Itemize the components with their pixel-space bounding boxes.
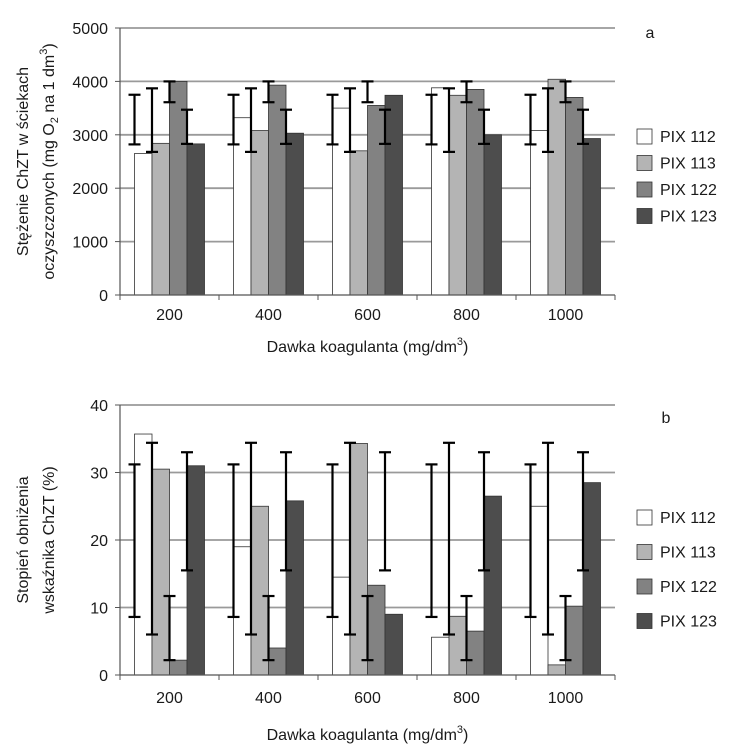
chart-panel-b: 0 10 20 30 40 200 400 600 800 1000 Dawka koagulant… bbox=[15, 398, 717, 744]
y-tick-label: 20 bbox=[90, 533, 108, 550]
legend-swatch bbox=[636, 578, 653, 595]
x-tick-label: 1000 bbox=[548, 307, 584, 324]
bar bbox=[233, 546, 252, 676]
x-tick-label: 200 bbox=[156, 690, 183, 707]
y-tick-label: 10 bbox=[90, 601, 108, 618]
y-tick-label: 1000 bbox=[72, 235, 108, 252]
legend-swatch bbox=[636, 613, 653, 629]
legend-label: PIX 112 bbox=[660, 129, 716, 146]
y-tick-label: 3000 bbox=[72, 128, 108, 145]
legend-swatch bbox=[636, 509, 653, 526]
x-tick-label: 200 bbox=[156, 307, 183, 324]
bar bbox=[384, 613, 403, 676]
bar bbox=[268, 647, 287, 676]
y-tick-label: 4000 bbox=[72, 74, 108, 91]
y-tick-label: 30 bbox=[90, 466, 108, 483]
panel-label: a bbox=[646, 25, 655, 42]
legend-swatch bbox=[636, 128, 653, 145]
x-tick-label: 400 bbox=[255, 307, 282, 324]
bar bbox=[169, 81, 188, 296]
legend-label: PIX 123 bbox=[660, 614, 717, 631]
legend-label: PIX 113 bbox=[660, 156, 716, 173]
bar bbox=[448, 94, 467, 296]
y-tick-label: 2000 bbox=[72, 181, 108, 198]
x-tick-label: 800 bbox=[453, 690, 480, 707]
bar bbox=[134, 153, 153, 296]
bar bbox=[268, 84, 287, 296]
bar bbox=[431, 636, 450, 676]
bar bbox=[250, 130, 269, 296]
bar bbox=[151, 142, 170, 296]
bar bbox=[483, 495, 502, 676]
legend-label: PIX 122 bbox=[660, 579, 717, 596]
bar bbox=[530, 130, 549, 296]
bar bbox=[547, 78, 566, 296]
legend-swatch bbox=[636, 155, 653, 171]
x-tick-label: 600 bbox=[354, 690, 381, 707]
legend-label: PIX 113 bbox=[660, 545, 716, 562]
y-axis-label: wskaźnika ChZT (%) bbox=[41, 466, 58, 614]
chart-panel-a: 0 1000 2000 3000 4000 5000 200 400 600 800 1000 Daw… bbox=[15, 21, 717, 356]
bar bbox=[250, 505, 269, 676]
y-axis-label: oczyszczonych (mg O2 na 1 dm3) bbox=[38, 43, 61, 279]
y-tick-label: 0 bbox=[99, 668, 108, 685]
y-axis-label: Stopień obniżenia bbox=[15, 476, 32, 603]
legend-label: PIX 122 bbox=[660, 182, 717, 199]
bar bbox=[530, 505, 549, 676]
x-axis-label: Dawka koagulanta (mg/dm3) bbox=[267, 724, 469, 744]
x-axis-label: Dawka koagulanta (mg/dm3) bbox=[267, 336, 469, 356]
bar bbox=[134, 433, 153, 676]
bar bbox=[285, 132, 304, 296]
bar bbox=[547, 664, 566, 676]
bar bbox=[582, 138, 601, 296]
bar bbox=[367, 105, 386, 296]
y-tick-label: 40 bbox=[90, 398, 108, 415]
legend-label: PIX 112 bbox=[660, 510, 716, 527]
x-tick-label: 1000 bbox=[548, 690, 584, 707]
x-tick-label: 400 bbox=[255, 690, 282, 707]
bar bbox=[431, 87, 450, 296]
y-tick-label: 0 bbox=[99, 288, 108, 305]
bar bbox=[186, 143, 205, 296]
bar bbox=[169, 659, 188, 676]
bar bbox=[565, 97, 584, 296]
y-tick-label: 5000 bbox=[72, 21, 108, 38]
x-tick-label: 600 bbox=[354, 307, 381, 324]
bar bbox=[466, 630, 485, 676]
panel-label: b bbox=[662, 410, 671, 427]
y-axis-label: Stężenie ChZT w ściekach bbox=[15, 67, 32, 256]
bar bbox=[332, 107, 351, 296]
x-tick-label: 800 bbox=[453, 307, 480, 324]
bar bbox=[349, 443, 368, 676]
bar bbox=[466, 89, 485, 296]
bar bbox=[448, 615, 467, 676]
legend-swatch bbox=[636, 208, 653, 224]
legend-swatch bbox=[636, 544, 653, 560]
bar bbox=[384, 94, 403, 296]
bar bbox=[565, 605, 584, 676]
bar bbox=[582, 482, 601, 676]
legend-swatch bbox=[636, 181, 653, 198]
bar bbox=[483, 134, 502, 296]
bar bbox=[349, 150, 368, 296]
legend-label: PIX 123 bbox=[660, 209, 717, 226]
bar bbox=[151, 468, 170, 676]
bar bbox=[367, 584, 386, 676]
bar bbox=[332, 576, 351, 676]
bar bbox=[285, 500, 304, 676]
